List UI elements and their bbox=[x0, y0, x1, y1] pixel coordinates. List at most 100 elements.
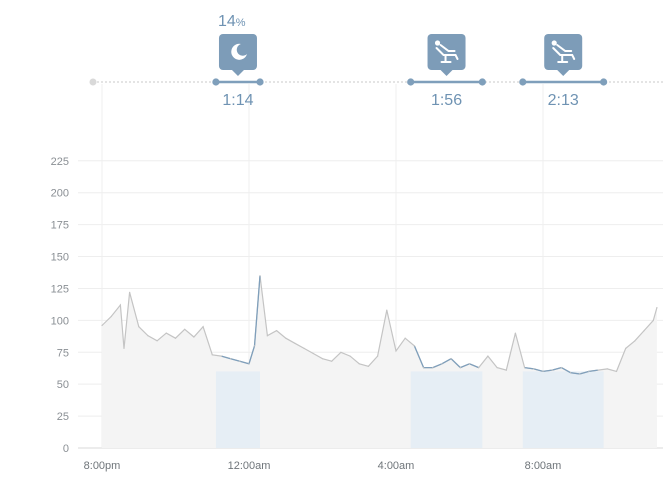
highlight-line bbox=[413, 345, 479, 369]
data-point bbox=[487, 355, 489, 357]
badge-pointer bbox=[440, 70, 453, 76]
data-point bbox=[560, 367, 563, 369]
y-tick-label: 75 bbox=[57, 347, 69, 359]
recliner-base bbox=[557, 54, 569, 63]
area-fills bbox=[102, 275, 657, 448]
data-point bbox=[202, 326, 204, 328]
segment-duration: 1:56 bbox=[431, 92, 462, 109]
percent-value: 14 bbox=[218, 13, 236, 30]
percent-symbol: % bbox=[236, 17, 246, 29]
data-point bbox=[303, 347, 305, 349]
data-point bbox=[377, 355, 379, 357]
segment-end-dot bbox=[600, 78, 608, 86]
data-point bbox=[634, 340, 636, 342]
data-point bbox=[184, 328, 186, 330]
data-point bbox=[450, 358, 452, 360]
data-point bbox=[656, 307, 658, 309]
badge-body bbox=[427, 34, 466, 70]
segment-duration: 2:13 bbox=[548, 92, 579, 109]
x-tick-label: 12:00am bbox=[228, 460, 271, 472]
data-point bbox=[239, 360, 241, 362]
data-point bbox=[165, 332, 167, 334]
y-tick-label: 100 bbox=[51, 315, 69, 327]
data-point bbox=[542, 370, 544, 372]
data-point bbox=[248, 363, 250, 365]
segment-end-dot bbox=[478, 78, 486, 86]
activity-badge bbox=[218, 34, 257, 76]
highlight-line bbox=[221, 275, 261, 365]
data-point bbox=[110, 315, 112, 318]
percent-label: 14% bbox=[218, 13, 246, 30]
badge-pointer bbox=[231, 70, 244, 76]
data-point bbox=[259, 275, 261, 277]
data-point bbox=[156, 340, 158, 342]
sleep-range-fill bbox=[522, 371, 604, 448]
data-point bbox=[193, 336, 195, 338]
recliner-back bbox=[556, 44, 573, 52]
data-point bbox=[597, 369, 599, 371]
data-point bbox=[101, 324, 103, 327]
recliner-head bbox=[551, 40, 557, 46]
data-point bbox=[404, 337, 406, 339]
data-point bbox=[211, 354, 213, 356]
data-point bbox=[579, 373, 581, 375]
data-point bbox=[358, 363, 360, 365]
data-point bbox=[138, 326, 140, 328]
recliner-icon bbox=[434, 40, 459, 63]
y-tick-label: 225 bbox=[51, 156, 69, 168]
data-point bbox=[413, 345, 415, 347]
data-point bbox=[312, 352, 314, 355]
y-tick-label: 175 bbox=[51, 220, 69, 232]
data-point bbox=[505, 369, 507, 371]
segment-end-dot bbox=[256, 78, 264, 86]
data-point bbox=[524, 367, 526, 369]
data-point bbox=[220, 355, 222, 357]
data-point bbox=[123, 347, 125, 349]
badge-pointer bbox=[557, 70, 570, 76]
data-point bbox=[331, 360, 333, 362]
data-point bbox=[514, 332, 517, 334]
data-point bbox=[652, 319, 654, 321]
segment-duration: 1:14 bbox=[222, 92, 253, 109]
y-tick-label: 150 bbox=[51, 252, 69, 264]
data-point bbox=[129, 291, 131, 293]
y-tick-label: 125 bbox=[51, 283, 69, 295]
x-tick-label: 8:00pm bbox=[84, 460, 121, 472]
data-point bbox=[276, 330, 278, 332]
data-point bbox=[321, 358, 324, 360]
data-point bbox=[349, 355, 351, 357]
activity-badge bbox=[544, 34, 583, 76]
data-point bbox=[432, 367, 434, 369]
sleep-range-fill bbox=[410, 371, 483, 448]
x-tick-label: 8:00am bbox=[525, 460, 562, 472]
data-point bbox=[643, 330, 645, 332]
badge-body bbox=[218, 34, 257, 70]
data-point bbox=[285, 337, 287, 339]
y-tick-label: 200 bbox=[51, 188, 69, 200]
recliner-back bbox=[439, 44, 456, 52]
y-axis: 0 25 50 75 100 125 150 175 200 225 bbox=[51, 156, 69, 455]
moon-icon bbox=[231, 43, 247, 60]
recliner-body bbox=[435, 47, 459, 60]
data-point bbox=[147, 335, 149, 337]
recliner-head bbox=[434, 40, 441, 46]
y-tick-label: 25 bbox=[57, 411, 69, 423]
segment-start-dot bbox=[519, 78, 527, 86]
badge-body bbox=[544, 34, 583, 70]
data-point bbox=[478, 367, 480, 369]
data-point bbox=[253, 345, 256, 347]
data-point bbox=[496, 367, 498, 369]
series-lines bbox=[101, 275, 658, 375]
y-tick-label: 0 bbox=[63, 443, 69, 455]
data-point bbox=[386, 309, 388, 311]
recliner-body bbox=[552, 47, 576, 60]
timeline-start-dot bbox=[89, 78, 97, 86]
data-point bbox=[174, 337, 177, 339]
data-point bbox=[588, 370, 590, 372]
data-point bbox=[423, 367, 425, 369]
data-point bbox=[606, 368, 608, 370]
sleep-range-fill bbox=[215, 371, 261, 448]
activity-badge bbox=[427, 34, 466, 76]
data-point bbox=[294, 342, 296, 344]
